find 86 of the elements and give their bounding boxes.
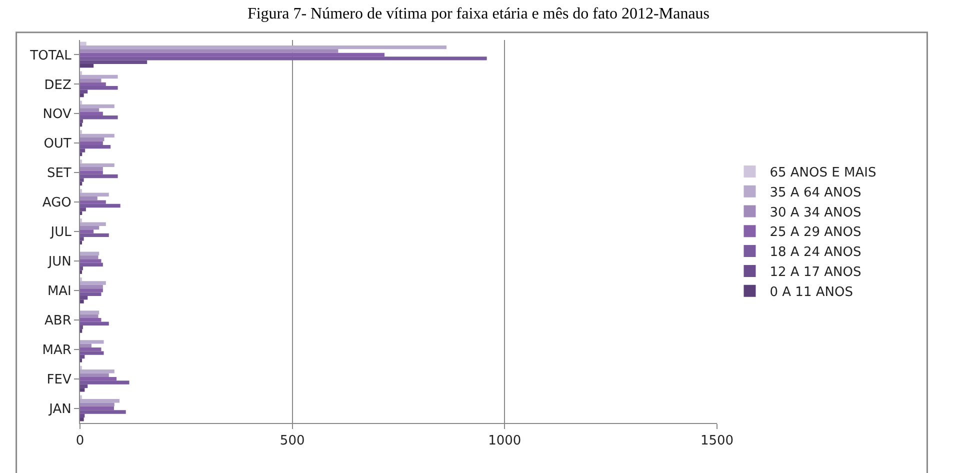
bar	[80, 255, 98, 260]
bar	[80, 138, 104, 142]
bar	[80, 174, 118, 178]
bar	[80, 296, 88, 300]
bar	[80, 252, 100, 256]
bar	[80, 93, 84, 98]
bar	[80, 204, 120, 208]
bar	[80, 410, 126, 414]
bar	[80, 370, 114, 374]
bar	[80, 56, 487, 60]
y-tick-label: JUN	[47, 254, 72, 270]
bar	[80, 322, 109, 326]
bar	[80, 144, 111, 149]
legend-label: 30 A 34 ANOS	[770, 205, 862, 220]
bar	[80, 354, 85, 359]
x-tick-label: 1500	[700, 434, 734, 449]
legend-label: 0 A 11 ANOS	[770, 284, 853, 300]
x-tick-label: 1000	[488, 434, 522, 449]
bar	[80, 167, 103, 171]
bar	[80, 116, 118, 120]
y-tick-label: MAI	[47, 284, 72, 299]
bar	[80, 233, 109, 238]
bar	[80, 163, 114, 168]
bar	[80, 49, 338, 53]
bar	[80, 418, 84, 422]
y-tick-label: OUT	[44, 136, 72, 152]
y-tick-label: ABR	[44, 313, 72, 328]
bar	[80, 208, 86, 212]
bar	[80, 196, 98, 200]
bar	[80, 86, 118, 90]
bar	[80, 288, 103, 292]
bar	[80, 134, 114, 138]
bar	[80, 414, 85, 418]
bar	[80, 373, 109, 377]
y-tick-label: JAN	[48, 402, 72, 417]
bar	[80, 380, 130, 384]
y-tick-label: NOV	[42, 107, 72, 122]
chart-title: Figura 7- Número de vítima por faixa etária e mês do fato 2012-Manaus	[247, 5, 710, 22]
legend-label: 35 A 64 ANOS	[770, 185, 862, 200]
y-tick-label: AGO	[42, 196, 72, 211]
bar	[80, 192, 109, 196]
bar	[80, 262, 103, 267]
bar	[80, 104, 114, 108]
y-tick-label: TOTAL	[29, 48, 72, 64]
legend-label: 18 A 24 ANOS	[770, 245, 862, 260]
bar	[80, 340, 104, 344]
bar	[80, 266, 83, 270]
x-tick-label: 500	[280, 434, 305, 449]
bar	[80, 226, 100, 230]
legend-label: 12 A 17 ANOS	[770, 265, 862, 280]
y-tick-label: DEZ	[44, 78, 72, 93]
bar	[80, 384, 88, 388]
bar	[80, 237, 84, 241]
bar	[80, 64, 94, 68]
bar	[80, 42, 86, 46]
bar	[80, 347, 102, 352]
bar	[80, 281, 106, 285]
x-tick-label: 0	[76, 434, 84, 449]
bar	[80, 314, 98, 318]
bar	[80, 60, 148, 64]
bar	[80, 90, 88, 94]
bar	[80, 300, 84, 304]
y-tick-label: JUL	[50, 225, 72, 240]
legend-label: 25 A 29 ANOS	[770, 225, 862, 240]
bar	[80, 344, 92, 348]
bar	[80, 222, 106, 226]
bar	[80, 310, 100, 314]
y-tick-label: MAR	[42, 342, 72, 358]
legend-label: 65 ANOS E MAIS	[770, 166, 876, 181]
bar	[80, 119, 83, 123]
bar	[80, 45, 446, 50]
bar	[80, 108, 100, 112]
bar	[80, 351, 104, 355]
bar	[80, 325, 83, 330]
bar	[80, 178, 84, 182]
bar	[80, 148, 86, 152]
y-tick-label: SET	[46, 166, 72, 182]
bar	[80, 78, 102, 82]
bar	[80, 388, 85, 392]
bar	[80, 402, 114, 406]
bar	[80, 284, 103, 289]
bar	[80, 399, 120, 403]
bar	[80, 74, 118, 79]
y-tick-label: FEV	[46, 372, 72, 388]
bar	[80, 259, 102, 263]
bar	[80, 292, 102, 296]
